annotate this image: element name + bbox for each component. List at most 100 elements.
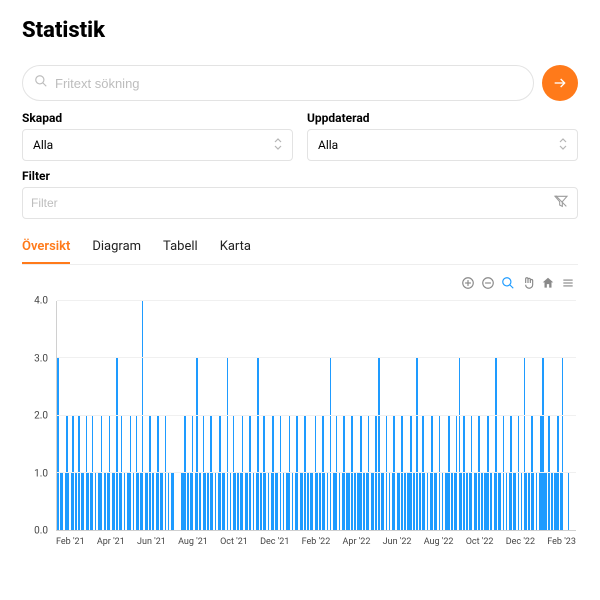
bar	[375, 416, 377, 531]
y-tick-label: 1.0	[22, 468, 48, 479]
bar	[316, 473, 318, 530]
bar	[121, 416, 123, 531]
bar	[57, 358, 59, 530]
bar	[490, 473, 492, 530]
bar	[528, 473, 530, 530]
bar	[427, 473, 429, 530]
bar	[439, 416, 441, 531]
search-submit-button[interactable]	[542, 65, 578, 101]
bar	[83, 473, 85, 530]
bar	[548, 416, 550, 531]
bar	[339, 473, 341, 530]
zoom-select-icon[interactable]	[500, 275, 516, 291]
bar	[224, 473, 226, 530]
zoom-out-icon[interactable]	[480, 275, 496, 291]
y-tick-label: 0.0	[22, 526, 48, 537]
y-tick-label: 4.0	[22, 296, 48, 307]
bar	[101, 416, 103, 531]
x-tick-label: Aug '22	[424, 537, 454, 553]
bar	[184, 416, 186, 531]
chevron-updown-icon	[274, 138, 282, 153]
x-tick-label: Apr '21	[97, 537, 125, 553]
bar	[253, 473, 255, 530]
bar	[204, 473, 206, 530]
bar	[456, 416, 458, 531]
created-value: Alla	[33, 138, 53, 152]
filter-clear-icon[interactable]	[553, 193, 569, 213]
bar	[503, 416, 505, 531]
x-tick-label: Feb '23	[547, 537, 576, 553]
bar	[242, 416, 244, 531]
y-tick-label: 3.0	[22, 353, 48, 364]
x-tick-label: Feb '22	[302, 537, 331, 553]
menu-icon[interactable]	[560, 275, 576, 291]
bar	[104, 473, 106, 530]
bar	[172, 473, 174, 530]
bar	[551, 473, 553, 530]
chevron-updown-icon	[559, 138, 567, 153]
bar	[568, 473, 570, 530]
bar	[199, 473, 201, 530]
bar	[562, 358, 564, 530]
bar	[296, 416, 298, 531]
pan-icon[interactable]	[520, 275, 536, 291]
bar	[404, 473, 406, 530]
chart[interactable]: 0.0 1.0 2.0 3.0 4.0 Feb '21 Apr '21 Jun '21 Aug…	[22, 291, 578, 561]
tab-översikt[interactable]: Översikt	[22, 233, 70, 264]
bar	[416, 358, 418, 530]
bar	[360, 416, 362, 531]
x-tick-label: Oct '21	[220, 537, 248, 553]
updated-label: Uppdaterad	[307, 111, 578, 125]
bar	[142, 301, 144, 530]
bar	[192, 416, 194, 531]
bar	[389, 473, 391, 530]
bar	[227, 358, 229, 530]
bar	[448, 416, 450, 531]
bar	[495, 358, 497, 530]
y-tick-label: 2.0	[22, 411, 48, 422]
tab-karta[interactable]: Karta	[220, 233, 251, 264]
bar	[162, 473, 164, 530]
bar	[393, 416, 395, 531]
x-tick-label: Jun '21	[137, 537, 166, 553]
bar	[460, 473, 462, 530]
x-tick-label: Feb '21	[56, 537, 85, 553]
bar	[272, 416, 274, 531]
bar	[289, 416, 291, 531]
page-title: Statistik	[22, 18, 578, 43]
tab-diagram[interactable]: Diagram	[92, 233, 141, 264]
bar	[368, 416, 370, 531]
bar	[257, 358, 259, 530]
bar	[413, 473, 415, 530]
filter-input[interactable]	[31, 196, 553, 210]
tab-tabell[interactable]: Tabell	[163, 233, 198, 264]
bar	[424, 473, 426, 530]
bar	[348, 473, 350, 530]
bar	[212, 473, 214, 530]
bar	[466, 473, 468, 530]
search-input[interactable]	[22, 65, 534, 101]
bar	[510, 416, 512, 531]
bar	[378, 358, 380, 530]
updated-dropdown[interactable]: Alla	[307, 129, 578, 161]
bar	[383, 473, 385, 530]
bar	[536, 473, 538, 530]
bar	[187, 473, 189, 530]
zoom-in-icon[interactable]	[460, 275, 476, 291]
bar	[130, 416, 132, 531]
home-icon[interactable]	[540, 275, 556, 291]
bar	[533, 473, 535, 530]
bar	[72, 416, 74, 531]
bar	[68, 473, 70, 530]
created-dropdown[interactable]: Alla	[22, 129, 293, 161]
bar	[62, 473, 64, 530]
chart-toolbar	[22, 269, 578, 291]
bar	[283, 473, 285, 530]
bar	[351, 416, 353, 531]
bar	[168, 473, 170, 530]
bar	[78, 416, 80, 531]
bar	[372, 473, 374, 530]
bar	[304, 416, 306, 531]
bar	[109, 416, 111, 531]
bar	[398, 473, 400, 530]
